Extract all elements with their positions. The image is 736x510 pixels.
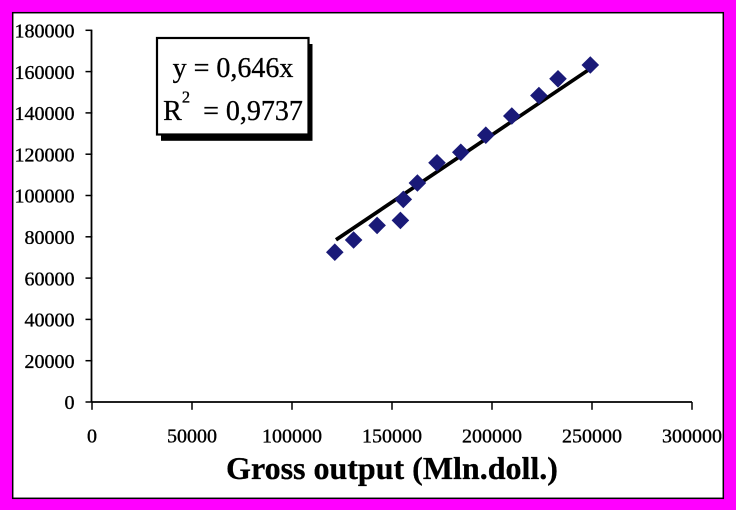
svg-text:150000: 150000 xyxy=(362,426,422,448)
svg-text:Gross output (Mln.doll.): Gross output (Mln.doll.) xyxy=(226,450,558,486)
svg-text:250000: 250000 xyxy=(562,426,622,448)
svg-text:300000: 300000 xyxy=(662,426,722,448)
svg-text:y = 0,646x: y = 0,646x xyxy=(173,53,294,84)
svg-text:140000: 140000 xyxy=(15,103,75,125)
svg-text:200000: 200000 xyxy=(462,426,522,448)
svg-text:20000: 20000 xyxy=(25,351,75,373)
svg-text:60000: 60000 xyxy=(25,268,75,290)
svg-text:180000: 180000 xyxy=(15,21,75,43)
svg-text:120000: 120000 xyxy=(15,144,75,166)
svg-text:100000: 100000 xyxy=(15,186,75,208)
svg-text:0: 0 xyxy=(65,392,75,414)
svg-text:100000: 100000 xyxy=(262,426,322,448)
svg-text:50000: 50000 xyxy=(167,426,217,448)
svg-text:80000: 80000 xyxy=(25,227,75,249)
svg-text:160000: 160000 xyxy=(15,62,75,84)
svg-text:0: 0 xyxy=(87,426,97,448)
svg-text:40000: 40000 xyxy=(25,310,75,332)
